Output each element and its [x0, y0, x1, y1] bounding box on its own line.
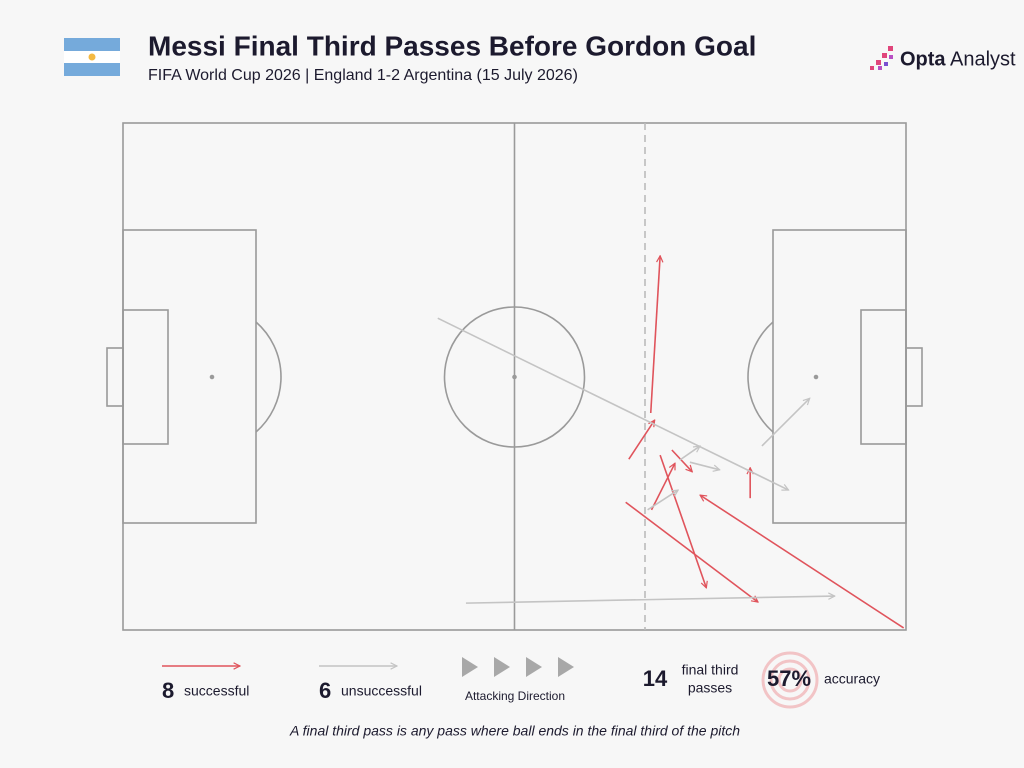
- passes: [437, 256, 905, 629]
- pitch: [106, 122, 923, 631]
- pass: [465, 596, 835, 604]
- pass: [671, 449, 692, 472]
- pass: [700, 495, 905, 629]
- legend-count: 6: [319, 678, 331, 703]
- accuracy-target: [761, 651, 819, 709]
- accuracy-label: accuracy: [824, 671, 880, 687]
- direction-arrows: [462, 657, 574, 677]
- pass: [437, 317, 789, 491]
- total-label: final third: [682, 662, 739, 678]
- pass: [650, 463, 676, 511]
- total-label: passes: [688, 680, 732, 696]
- pass: [659, 454, 706, 588]
- pass: [679, 446, 700, 461]
- legend-count: 8: [162, 678, 174, 703]
- footnote: A final third pass is any pass where bal…: [289, 723, 740, 739]
- subtitle: FIFA World Cup 2026 | England 1-2 Argent…: [148, 67, 578, 84]
- legend-label: successful: [184, 683, 249, 699]
- pass: [649, 256, 660, 414]
- brand-light: Analyst: [950, 48, 1016, 70]
- legend: Attacking Direction 8 successful 6 unsucces…: [162, 657, 574, 703]
- pass: [647, 490, 679, 511]
- legend-label: unsuccessful: [341, 683, 422, 699]
- flag: [64, 38, 120, 76]
- pass: [625, 501, 758, 602]
- pass: [689, 461, 720, 470]
- brand-bold: Opta: [900, 48, 946, 70]
- title: Messi Final Third Passes Before Gordon G…: [148, 30, 756, 61]
- total-value: 14: [643, 666, 668, 691]
- pass: [628, 420, 655, 460]
- brand-logo: Opta Analyst: [870, 46, 1016, 70]
- direction-label: Attacking Direction: [465, 689, 565, 703]
- accuracy-value: 57%: [767, 666, 811, 691]
- pass: [761, 398, 810, 447]
